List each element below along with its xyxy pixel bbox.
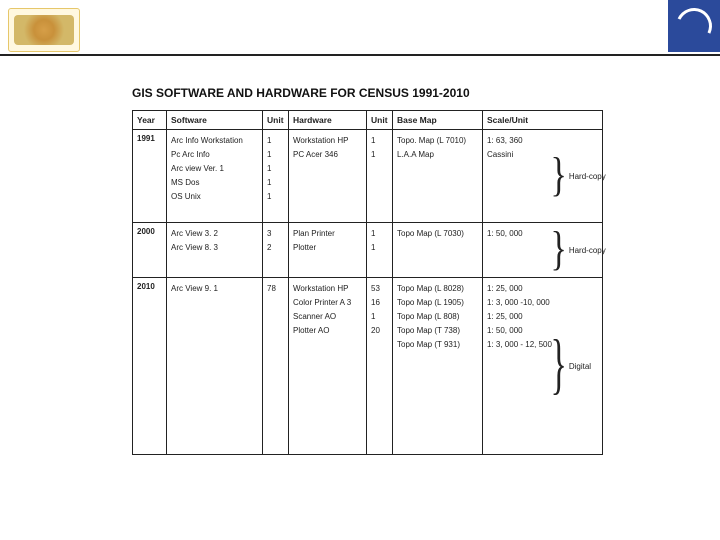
col-unit1: Unit	[263, 111, 289, 130]
cell-software-line: Pc Arc Info	[171, 148, 258, 162]
cell-unit2-line: 1	[371, 310, 388, 324]
cell-basemap-line: Topo Map (L 7030)	[397, 227, 478, 241]
cell-software-line: MS Dos	[171, 176, 258, 190]
cell-software-line: Arc View 9. 1	[171, 282, 258, 296]
cell-hardware-line: Scanner AO	[293, 310, 362, 324]
cell-basemap-line: Topo Map (L 8028)	[397, 282, 478, 296]
bracket-icon: }	[551, 332, 567, 400]
output-label: Hard-copy	[569, 246, 606, 255]
cell-scale-line: 1: 63, 360	[487, 134, 549, 148]
cell-hardware-line: Workstation HP	[293, 134, 362, 148]
cell-unit2-line: 1	[371, 241, 388, 255]
output-label: Digital	[569, 362, 591, 371]
cell-output: }Digital	[553, 278, 603, 455]
cell-year: 2000	[133, 223, 167, 278]
cell-unit1-line: 2	[267, 241, 284, 255]
cell-software-line: Arc View 3. 2	[171, 227, 258, 241]
cell-unit2-line: 20	[371, 324, 388, 338]
table-row: 2000Arc View 3. 2Arc View 8. 332Plan Pri…	[133, 223, 603, 278]
crest-logo	[8, 8, 80, 52]
table-body: 1991Arc Info WorkstationPc Arc InfoArc v…	[133, 130, 603, 455]
col-software: Software	[167, 111, 263, 130]
cell-unit1-line: 78	[267, 282, 284, 296]
cell-unit1-line: 1	[267, 176, 284, 190]
cell-basemap-line: Topo Map (L 1905)	[397, 296, 478, 310]
cell-unit2-line: 53	[371, 282, 388, 296]
cell-basemap: Topo Map (L 7030)	[393, 223, 483, 278]
col-basemap: Base Map	[393, 111, 483, 130]
cell-unit1-line: 3	[267, 227, 284, 241]
cell-basemap: Topo. Map (L 7010)L.A.A Map	[393, 130, 483, 223]
cell-unit1: 11111	[263, 130, 289, 223]
header-rule	[0, 54, 720, 56]
col-year: Year	[133, 111, 167, 130]
col-hardware: Hardware	[289, 111, 367, 130]
cell-scale-line: 1: 50, 000	[487, 324, 549, 338]
page-title: GIS SOFTWARE AND HARDWARE FOR CENSUS 199…	[132, 86, 592, 100]
cell-scale-line: 1: 3, 000 - 12, 500	[487, 338, 549, 352]
cell-basemap-line: L.A.A Map	[397, 148, 478, 162]
cell-hardware-line: Plan Printer	[293, 227, 362, 241]
cell-scale-line: 1: 50, 000	[487, 227, 549, 241]
cell-hardware-line: Color Printer A 3	[293, 296, 362, 310]
cell-scale: 1: 25, 0001: 3, 000 -10, 0001: 25, 0001:…	[483, 278, 553, 455]
cell-software: Arc Info WorkstationPc Arc InfoArc view …	[167, 130, 263, 223]
table-row: 1991Arc Info WorkstationPc Arc InfoArc v…	[133, 130, 603, 223]
cell-unit1-line: 1	[267, 190, 284, 204]
agency-logo-ring	[671, 3, 717, 49]
output-label: Hard-copy	[569, 172, 606, 181]
content-area: GIS SOFTWARE AND HARDWARE FOR CENSUS 199…	[132, 86, 592, 455]
cell-unit1-line: 1	[267, 162, 284, 176]
cell-unit2-line: 16	[371, 296, 388, 310]
cell-scale-line: Cassini	[487, 148, 549, 162]
cell-hardware-line: Workstation HP	[293, 282, 362, 296]
cell-hardware-line: Plotter AO	[293, 324, 362, 338]
agency-logo	[668, 0, 720, 52]
gis-table: Year Software Unit Hardware Unit Base Ma…	[132, 110, 603, 455]
cell-output: }Hard-copy	[553, 223, 603, 278]
cell-software-line: OS Unix	[171, 190, 258, 204]
cell-scale: 1: 63, 360Cassini	[483, 130, 553, 223]
crest-graphic	[14, 15, 74, 45]
cell-hardware: Plan PrinterPlotter	[289, 223, 367, 278]
cell-unit2-line: 1	[371, 134, 388, 148]
cell-basemap-line: Topo Map (T 931)	[397, 338, 478, 352]
cell-scale-line: 1: 25, 000	[487, 282, 549, 296]
cell-software-line: Arc view Ver. 1	[171, 162, 258, 176]
col-unit2: Unit	[367, 111, 393, 130]
cell-scale: 1: 50, 000	[483, 223, 553, 278]
cell-hardware: Workstation HPPC Acer 346	[289, 130, 367, 223]
cell-basemap: Topo Map (L 8028)Topo Map (L 1905)Topo M…	[393, 278, 483, 455]
cell-hardware-line: PC Acer 346	[293, 148, 362, 162]
cell-unit2-line: 1	[371, 148, 388, 162]
cell-year: 2010	[133, 278, 167, 455]
cell-basemap-line: Topo Map (T 738)	[397, 324, 478, 338]
cell-scale-line: 1: 3, 000 -10, 000	[487, 296, 549, 310]
cell-unit2-line: 1	[371, 227, 388, 241]
cell-software-line: Arc Info Workstation	[171, 134, 258, 148]
cell-software-line: Arc View 8. 3	[171, 241, 258, 255]
cell-software: Arc View 3. 2Arc View 8. 3	[167, 223, 263, 278]
cell-unit1: 32	[263, 223, 289, 278]
col-output-blank	[553, 111, 603, 130]
table-header-row: Year Software Unit Hardware Unit Base Ma…	[133, 111, 603, 130]
cell-unit2: 5316120	[367, 278, 393, 455]
cell-year: 1991	[133, 130, 167, 223]
cell-scale-line: 1: 25, 000	[487, 310, 549, 324]
cell-unit2: 11	[367, 130, 393, 223]
bracket-icon: }	[551, 226, 567, 274]
cell-unit1-line: 1	[267, 148, 284, 162]
table-row: 2010 Arc View 9. 1 78 Workstation HPColor P…	[133, 278, 603, 455]
cell-basemap-line: Topo Map (L 808)	[397, 310, 478, 324]
cell-unit2: 11	[367, 223, 393, 278]
cell-hardware: Workstation HPColor Printer A 3Scanner A…	[289, 278, 367, 455]
col-scale: Scale/Unit	[483, 111, 553, 130]
cell-unit1: 78	[263, 278, 289, 455]
cell-software: Arc View 9. 1	[167, 278, 263, 455]
cell-basemap-line: Topo. Map (L 7010)	[397, 134, 478, 148]
cell-output: }Hard-copy	[553, 130, 603, 223]
cell-hardware-line: Plotter	[293, 241, 362, 255]
cell-unit1-line: 1	[267, 134, 284, 148]
bracket-icon: }	[551, 152, 567, 200]
